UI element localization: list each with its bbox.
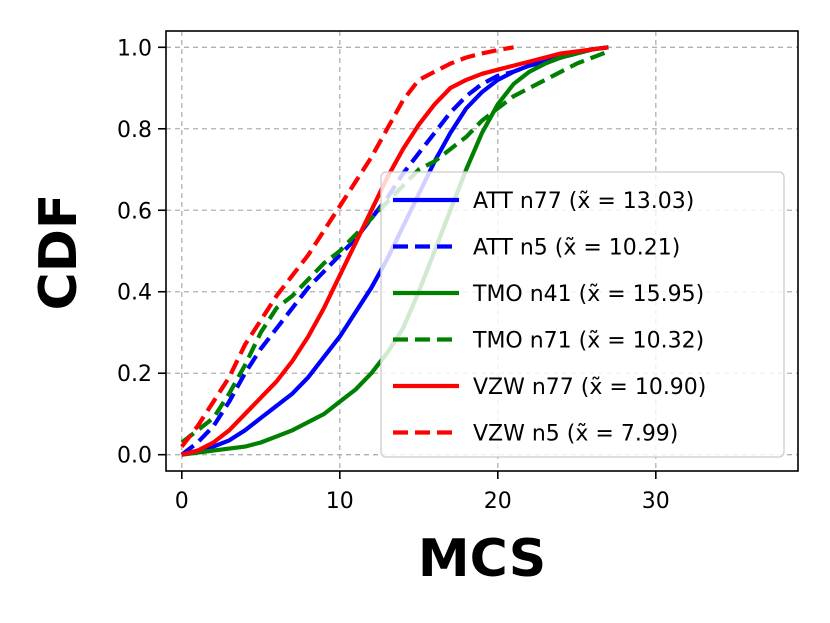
legend-label: TMO n41 (x̃ = 15.95) [472, 282, 704, 307]
legend-label: ATT n5 (x̃ = 10.21) [473, 236, 680, 261]
legend: ATT n77 (x̃ = 13.03) ATT n5 (x̃ = 10.21) T… [380, 171, 785, 458]
x-axis-label: MCS [418, 529, 546, 589]
y-tick-label: 0.6 [117, 199, 152, 224]
x-tick-label: 30 [642, 489, 670, 514]
y-tick-label: 0.4 [117, 281, 152, 306]
series-line-att-n5 [180, 45, 609, 457]
y-tick-label: 1.0 [117, 36, 152, 61]
y-tick-label: 0.0 [117, 444, 152, 469]
x-tick-label: 20 [484, 489, 512, 514]
y-tick-label: 0.2 [117, 362, 152, 387]
legend-label: VZW n5 (x̃ = 7.99) [473, 422, 678, 447]
legend-box [380, 171, 785, 458]
axis-ticks: 0 10 20 30 0.0 0.2 0.4 0.6 0.8 1.0 [117, 36, 670, 514]
legend-label: ATT n77 (x̃ = 13.03) [473, 189, 694, 214]
series-line-vzw-n5 [180, 45, 514, 448]
y-axis-label: CDF [29, 194, 89, 311]
plot-frame [165, 30, 799, 472]
legend-label: VZW n77 (x̃ = 10.90) [473, 375, 706, 400]
y-tick-label: 0.8 [117, 118, 152, 143]
series-line-vzw-n77 [181, 45, 609, 457]
x-tick-label: 10 [326, 489, 354, 514]
x-tick-label: 0 [175, 489, 189, 514]
legend-label: TMO n71 (x̃ = 10.32) [472, 329, 704, 354]
